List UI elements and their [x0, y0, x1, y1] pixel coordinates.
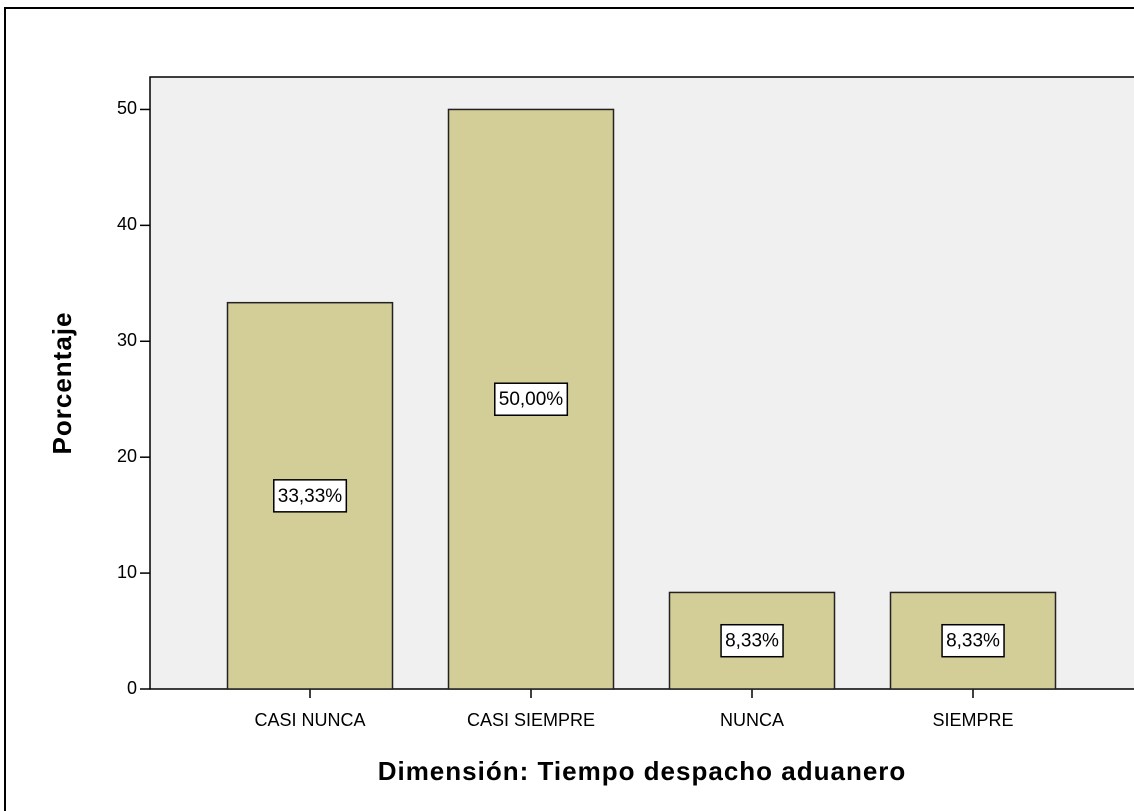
x-tick-label: NUNCA: [720, 710, 784, 730]
x-tick-label: CASI SIEMPRE: [467, 710, 595, 730]
y-tick-label: 20: [117, 446, 137, 466]
y-tick-label: 30: [117, 330, 137, 350]
value-label-box: [494, 382, 569, 416]
value-label: 33,33%: [278, 486, 343, 507]
x-axis-title: Dimensión: Tiempo despacho aduanero: [378, 756, 907, 786]
value-label-box: [720, 623, 784, 658]
y-tick-label: 50: [117, 98, 137, 118]
y-tick-label: 40: [117, 214, 137, 234]
value-label-box: [273, 479, 348, 513]
x-tick-label: CASI NUNCA: [254, 710, 365, 730]
x-tick-label: SIEMPRE: [932, 710, 1013, 730]
value-label: 50,00%: [499, 389, 564, 410]
y-tick-label: 0: [127, 678, 137, 698]
y-axis-title: Porcentaje: [47, 312, 77, 455]
value-label-box: [941, 623, 1005, 658]
value-label: 8,33%: [725, 631, 779, 652]
value-label: 8,33%: [946, 631, 1000, 652]
y-tick-label: 10: [117, 562, 137, 582]
